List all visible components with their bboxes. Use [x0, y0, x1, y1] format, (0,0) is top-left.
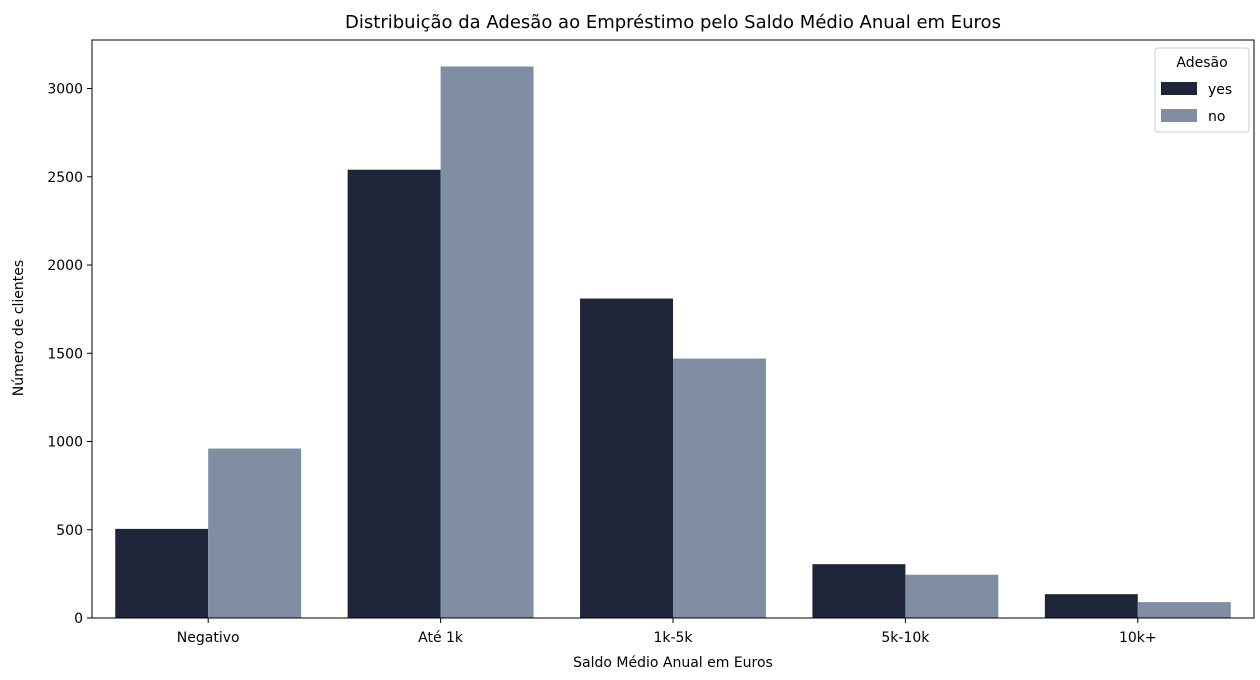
legend-label-yes: yes: [1208, 82, 1232, 98]
x-axis-label: Saldo Médio Anual em Euros: [573, 655, 773, 671]
y-tick-label: 2500: [47, 170, 83, 186]
x-tick-label: Até 1k: [418, 630, 464, 646]
y-tick-label: 3000: [47, 82, 83, 98]
bar-yes: [812, 564, 906, 618]
x-tick-label: Negativo: [177, 630, 240, 646]
y-tick-label: 500: [56, 523, 83, 539]
x-axis-ticks: Negativo Até 1k 1k-5k 5k-10k 10k+: [177, 618, 1157, 646]
y-tick-label: 1000: [47, 435, 83, 451]
legend-swatch-no: [1161, 109, 1197, 122]
x-tick-label: 10k+: [1119, 630, 1157, 646]
bar-no: [440, 66, 534, 619]
y-axis-ticks: 0 500 1000 1500 2000 2500 3000: [47, 82, 92, 627]
bar-yes: [1044, 594, 1138, 618]
bar-yes: [347, 169, 441, 618]
legend-label-no: no: [1208, 109, 1225, 125]
bar-yes: [115, 528, 209, 618]
x-tick-label: 1k-5k: [653, 630, 693, 646]
bar-yes: [580, 298, 673, 618]
bar-no: [208, 448, 302, 618]
bar-no: [673, 358, 766, 618]
bar-no: [1137, 602, 1231, 618]
y-tick-label: 1500: [47, 346, 83, 362]
legend: Adesão yes no: [1154, 47, 1250, 133]
plot-frame: [91, 39, 1255, 619]
bars-group: [115, 66, 1231, 619]
legend-swatch-yes: [1161, 82, 1197, 95]
legend-title: Adesão: [1176, 55, 1227, 71]
y-axis-label: Número de clientes: [11, 260, 27, 396]
y-tick-label: 0: [74, 611, 83, 627]
bar-no: [905, 574, 999, 618]
chart-title: Distribuição da Adesão ao Empréstimo pel…: [345, 12, 1001, 33]
y-tick-label: 2000: [47, 258, 83, 274]
x-tick-label: 5k-10k: [881, 630, 930, 646]
